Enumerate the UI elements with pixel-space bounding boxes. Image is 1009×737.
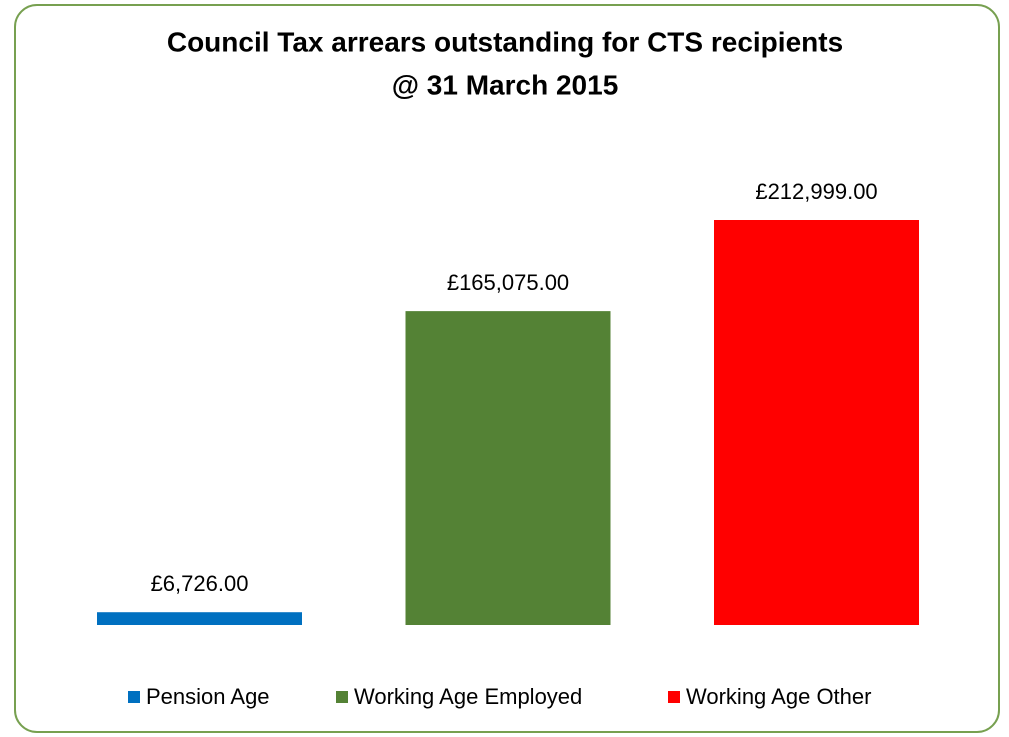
legend-swatch xyxy=(128,691,140,703)
chart-title: Council Tax arrears outstanding for CTS … xyxy=(167,26,843,57)
bar xyxy=(714,220,919,625)
legend-swatch xyxy=(336,691,348,703)
bar xyxy=(405,311,611,625)
data-label: £6,726.00 xyxy=(151,571,249,596)
data-label: £165,075.00 xyxy=(447,270,569,295)
legend-swatch xyxy=(668,691,680,703)
chart-title: @ 31 March 2015 xyxy=(392,69,619,100)
data-label: £212,999.00 xyxy=(755,179,877,204)
legend-label: Working Age Employed xyxy=(354,684,582,709)
bar xyxy=(97,612,302,625)
legend-label: Working Age Other xyxy=(686,684,871,709)
legend-label: Pension Age xyxy=(146,684,270,709)
